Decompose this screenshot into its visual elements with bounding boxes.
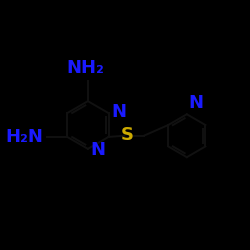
Text: NH₂: NH₂ [66,59,104,77]
Text: N: N [91,141,106,159]
Text: H₂N: H₂N [6,128,44,146]
Text: S: S [121,126,134,144]
Text: N: N [112,103,126,121]
Text: N: N [188,94,203,112]
